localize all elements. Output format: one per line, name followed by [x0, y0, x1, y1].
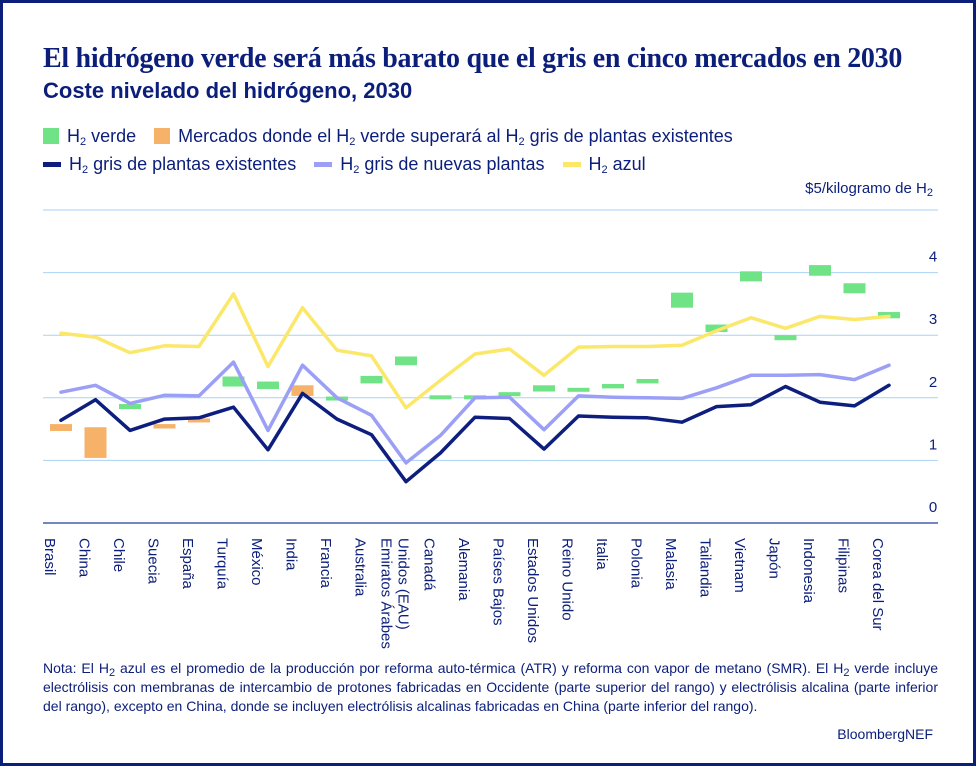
green-range-bar: [809, 265, 831, 276]
green-range-bar: [395, 356, 417, 366]
x-tick-label: India: [283, 538, 300, 571]
green-range-bar: [222, 376, 245, 387]
green-range-bar: [533, 385, 555, 392]
grey-new-plants-line: [59, 360, 891, 465]
legend-swatch-grey-existing: [43, 161, 61, 167]
x-tick-label: Suecia: [145, 538, 162, 585]
green-range-bar: [843, 283, 866, 294]
chart-area: 0 1 2 3 4 Brasil China Chile Suecia España Turquía…: [41, 209, 938, 649]
green-range-bar: [257, 381, 279, 390]
legend-label-grey-new: H2 gris de nuevas plantas: [340, 153, 545, 176]
grey-existing-plants-line: [59, 383, 891, 484]
legend-label-green: H2 verde: [67, 125, 137, 148]
y-tick-label: 1: [929, 436, 937, 453]
green-range-bar: [740, 271, 762, 282]
x-tick-label: Francia: [317, 538, 334, 589]
y-tick-label: 3: [929, 311, 937, 328]
y-tick-label: 2: [929, 374, 937, 391]
legend-label-grey-existing: H2 gris de plantas existentes: [69, 153, 297, 176]
orange-range-bar: [291, 385, 314, 396]
green-range-bar: [602, 384, 624, 389]
x-tick-label: Polonia: [628, 538, 645, 589]
x-tick-label: Países Bajos: [490, 538, 507, 626]
green-range-bar: [429, 395, 452, 400]
x-tick-label: Indonesia: [800, 538, 817, 604]
legend-row-2: H2 gris de plantas existentes H2 gris de…: [43, 150, 943, 178]
x-tick-label: México: [248, 538, 265, 586]
orange-range-bar: [188, 418, 210, 423]
green-range-bar: [705, 324, 728, 333]
x-tick-label: Chile: [110, 538, 127, 572]
x-tick-label: Tailandia: [697, 538, 714, 598]
y-axis-unit: $5/kilogramo de H2: [805, 180, 933, 199]
x-tick-label: Unidos (EAU): [395, 538, 412, 630]
legend-label-blue: H2 azul: [588, 153, 646, 176]
y-tick-label: 0: [929, 499, 937, 516]
green-range-bar: [567, 387, 590, 392]
chart-subtitle: Coste nivelado del hidrógeno, 2030: [43, 78, 413, 103]
x-tick-label: Japón: [766, 538, 783, 579]
x-tick-label: Reino Unido: [559, 538, 576, 621]
legend-swatch-orange: [154, 128, 171, 144]
x-tick-label: Italia: [593, 538, 610, 570]
x-tick-label: Alemania: [455, 538, 472, 601]
legend: H2 verde Mercados donde el H2 verde supe…: [43, 122, 943, 178]
x-tick-label: China: [76, 538, 93, 578]
green-range-bar: [360, 375, 383, 384]
orange-range-bar: [84, 427, 107, 458]
green-range-bar: [636, 379, 659, 384]
x-tick-label: Vietnam: [731, 538, 748, 593]
legend-swatch-grey-new: [314, 161, 333, 167]
source-label: BloombergNEF: [837, 726, 933, 742]
legend-row-1: H2 verde Mercados donde el H2 verde supe…: [43, 122, 943, 150]
legend-item-blue: H2 azul: [562, 153, 646, 176]
x-tick-label: Filipinas: [835, 538, 852, 593]
blue-h2-line: [59, 292, 891, 410]
x-tick-label: Turquía: [214, 538, 231, 590]
x-tick-label: Brasil: [41, 538, 58, 576]
green-range-bar: [498, 392, 521, 397]
x-tick-label: Estados Unidos: [524, 538, 541, 643]
chart-title: El hidrógeno verde será más barato que e…: [43, 43, 903, 74]
x-tick-label: España: [179, 538, 196, 590]
orange-range-bar: [153, 424, 176, 429]
legend-swatch-green: [43, 128, 59, 144]
green-range-bar: [671, 292, 693, 308]
x-tick-label: Malasia: [662, 538, 679, 590]
x-tick-label: Canadá: [421, 538, 438, 591]
x-tick-label: Emiratos Árabes: [378, 538, 395, 649]
legend-label-orange: Mercados donde el H2 verde superará al H…: [178, 125, 733, 148]
orange-range-bar: [50, 424, 72, 431]
green-range-bar: [774, 335, 797, 341]
x-tick-label: Corea del Sur: [869, 538, 886, 631]
legend-item-grey-new: H2 gris de nuevas plantas: [314, 153, 545, 176]
y-tick-label: 4: [929, 249, 937, 266]
legend-swatch-blue: [562, 161, 581, 167]
x-tick-label: Australia: [352, 538, 369, 597]
legend-item-green: H2 verde: [43, 126, 136, 147]
legend-item-orange: Mercados donde el H2 verde superará al H…: [154, 126, 733, 147]
green-range-bar: [119, 404, 141, 410]
chart-note: Nota: El H2 azul es el promedio de la pr…: [43, 660, 938, 714]
legend-item-grey-existing: H2 gris de plantas existentes: [43, 154, 296, 175]
